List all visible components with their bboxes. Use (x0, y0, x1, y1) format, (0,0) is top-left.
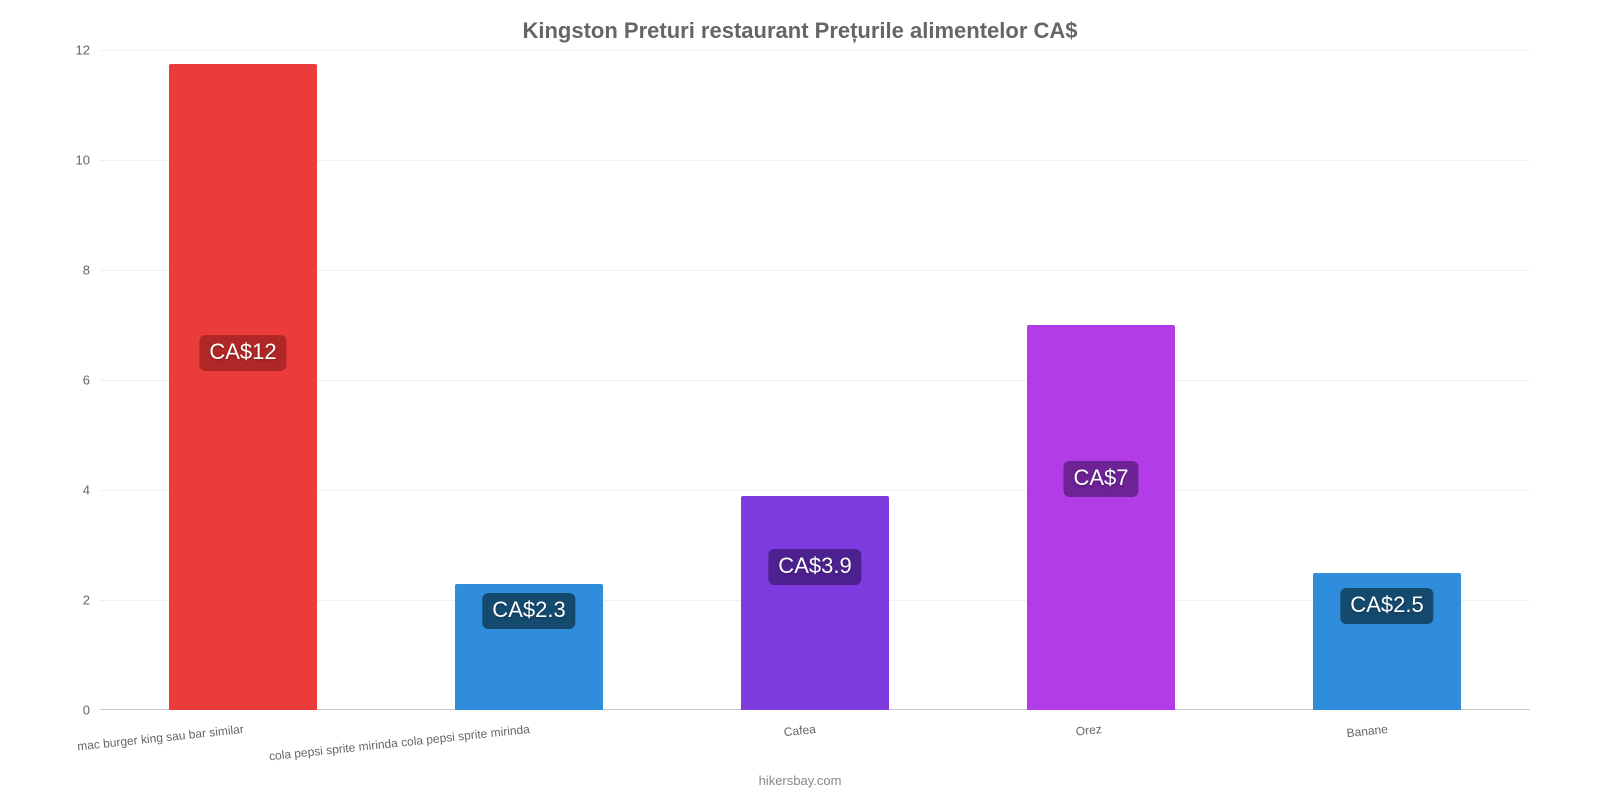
bar-value-label: CA$7 (1063, 461, 1138, 497)
y-tick-label: 2 (83, 593, 90, 608)
credit-text: hikersbay.com (0, 773, 1600, 788)
gridline (100, 50, 1530, 51)
bar-value-label: CA$12 (199, 335, 286, 371)
chart-container: Kingston Preturi restaurant Prețurile al… (0, 0, 1600, 800)
y-tick-label: 12 (76, 43, 90, 58)
plot-area: 024681012CA$12mac burger king sau bar si… (100, 50, 1530, 710)
bar-value-label: CA$3.9 (768, 549, 861, 585)
y-tick-label: 0 (83, 703, 90, 718)
x-tick-label: Cafea (783, 722, 816, 739)
bar (169, 64, 318, 710)
y-tick-label: 10 (76, 153, 90, 168)
y-tick-label: 6 (83, 373, 90, 388)
bar-value-label: CA$2.3 (482, 593, 575, 629)
x-tick-label: cola pepsi sprite mirinda cola pepsi spr… (268, 722, 530, 763)
bar-value-label: CA$2.5 (1340, 588, 1433, 624)
y-tick-label: 4 (83, 483, 90, 498)
x-tick-label: mac burger king sau bar similar (77, 722, 245, 753)
bar (1027, 325, 1176, 710)
bar (741, 496, 890, 711)
y-tick-label: 8 (83, 263, 90, 278)
x-tick-label: Banane (1346, 722, 1389, 740)
x-tick-label: Orez (1075, 722, 1102, 739)
chart-title: Kingston Preturi restaurant Prețurile al… (0, 18, 1600, 44)
